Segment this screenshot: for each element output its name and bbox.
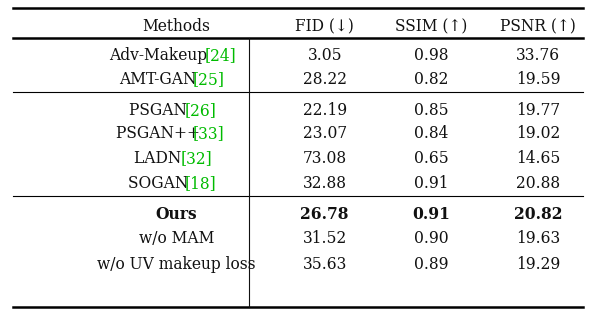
Text: 0.90: 0.90 xyxy=(414,230,449,247)
Text: 0.89: 0.89 xyxy=(414,256,449,273)
Text: FID (↓): FID (↓) xyxy=(295,18,354,35)
Text: PSGAN: PSGAN xyxy=(129,102,192,119)
Text: Methods: Methods xyxy=(142,18,210,35)
Text: w/o UV makeup loss: w/o UV makeup loss xyxy=(97,256,256,273)
Text: 0.65: 0.65 xyxy=(414,150,449,167)
Text: [33]: [33] xyxy=(193,125,225,142)
Text: AMT-GAN: AMT-GAN xyxy=(119,71,201,88)
Text: 19.77: 19.77 xyxy=(516,102,560,119)
Text: Adv-Makeup: Adv-Makeup xyxy=(109,47,212,64)
Text: 20.88: 20.88 xyxy=(516,175,560,192)
Text: [25]: [25] xyxy=(193,71,225,88)
Text: 22.19: 22.19 xyxy=(303,102,347,119)
Text: Ours: Ours xyxy=(156,206,197,223)
Text: 0.84: 0.84 xyxy=(414,125,449,142)
Text: PSGAN++: PSGAN++ xyxy=(116,125,204,142)
Text: LADN: LADN xyxy=(134,150,187,167)
Text: SOGAN: SOGAN xyxy=(128,175,193,192)
Text: [26]: [26] xyxy=(185,102,216,119)
Text: 33.76: 33.76 xyxy=(516,47,560,64)
Text: 0.82: 0.82 xyxy=(414,71,449,88)
Text: 73.08: 73.08 xyxy=(303,150,347,167)
Text: 0.98: 0.98 xyxy=(414,47,449,64)
Text: PSNR (↑): PSNR (↑) xyxy=(500,18,576,35)
Text: 31.52: 31.52 xyxy=(303,230,347,247)
Text: w/o MAM: w/o MAM xyxy=(139,230,214,247)
Text: 19.59: 19.59 xyxy=(516,71,560,88)
Text: 0.91: 0.91 xyxy=(414,175,449,192)
Text: 14.65: 14.65 xyxy=(516,150,560,167)
Text: 19.02: 19.02 xyxy=(516,125,560,142)
Text: 19.63: 19.63 xyxy=(516,230,560,247)
Text: 19.29: 19.29 xyxy=(516,256,560,273)
Text: [24]: [24] xyxy=(205,47,237,64)
Text: SSIM (↑): SSIM (↑) xyxy=(395,18,468,35)
Text: 0.85: 0.85 xyxy=(414,102,449,119)
Text: 32.88: 32.88 xyxy=(303,175,347,192)
Text: 35.63: 35.63 xyxy=(303,256,347,273)
Text: 20.82: 20.82 xyxy=(514,206,563,223)
Text: 26.78: 26.78 xyxy=(300,206,349,223)
Text: 23.07: 23.07 xyxy=(303,125,347,142)
Text: 0.91: 0.91 xyxy=(412,206,451,223)
Text: [32]: [32] xyxy=(181,150,212,167)
Text: 3.05: 3.05 xyxy=(308,47,342,64)
Text: 28.22: 28.22 xyxy=(303,71,347,88)
Text: [18]: [18] xyxy=(185,175,216,192)
